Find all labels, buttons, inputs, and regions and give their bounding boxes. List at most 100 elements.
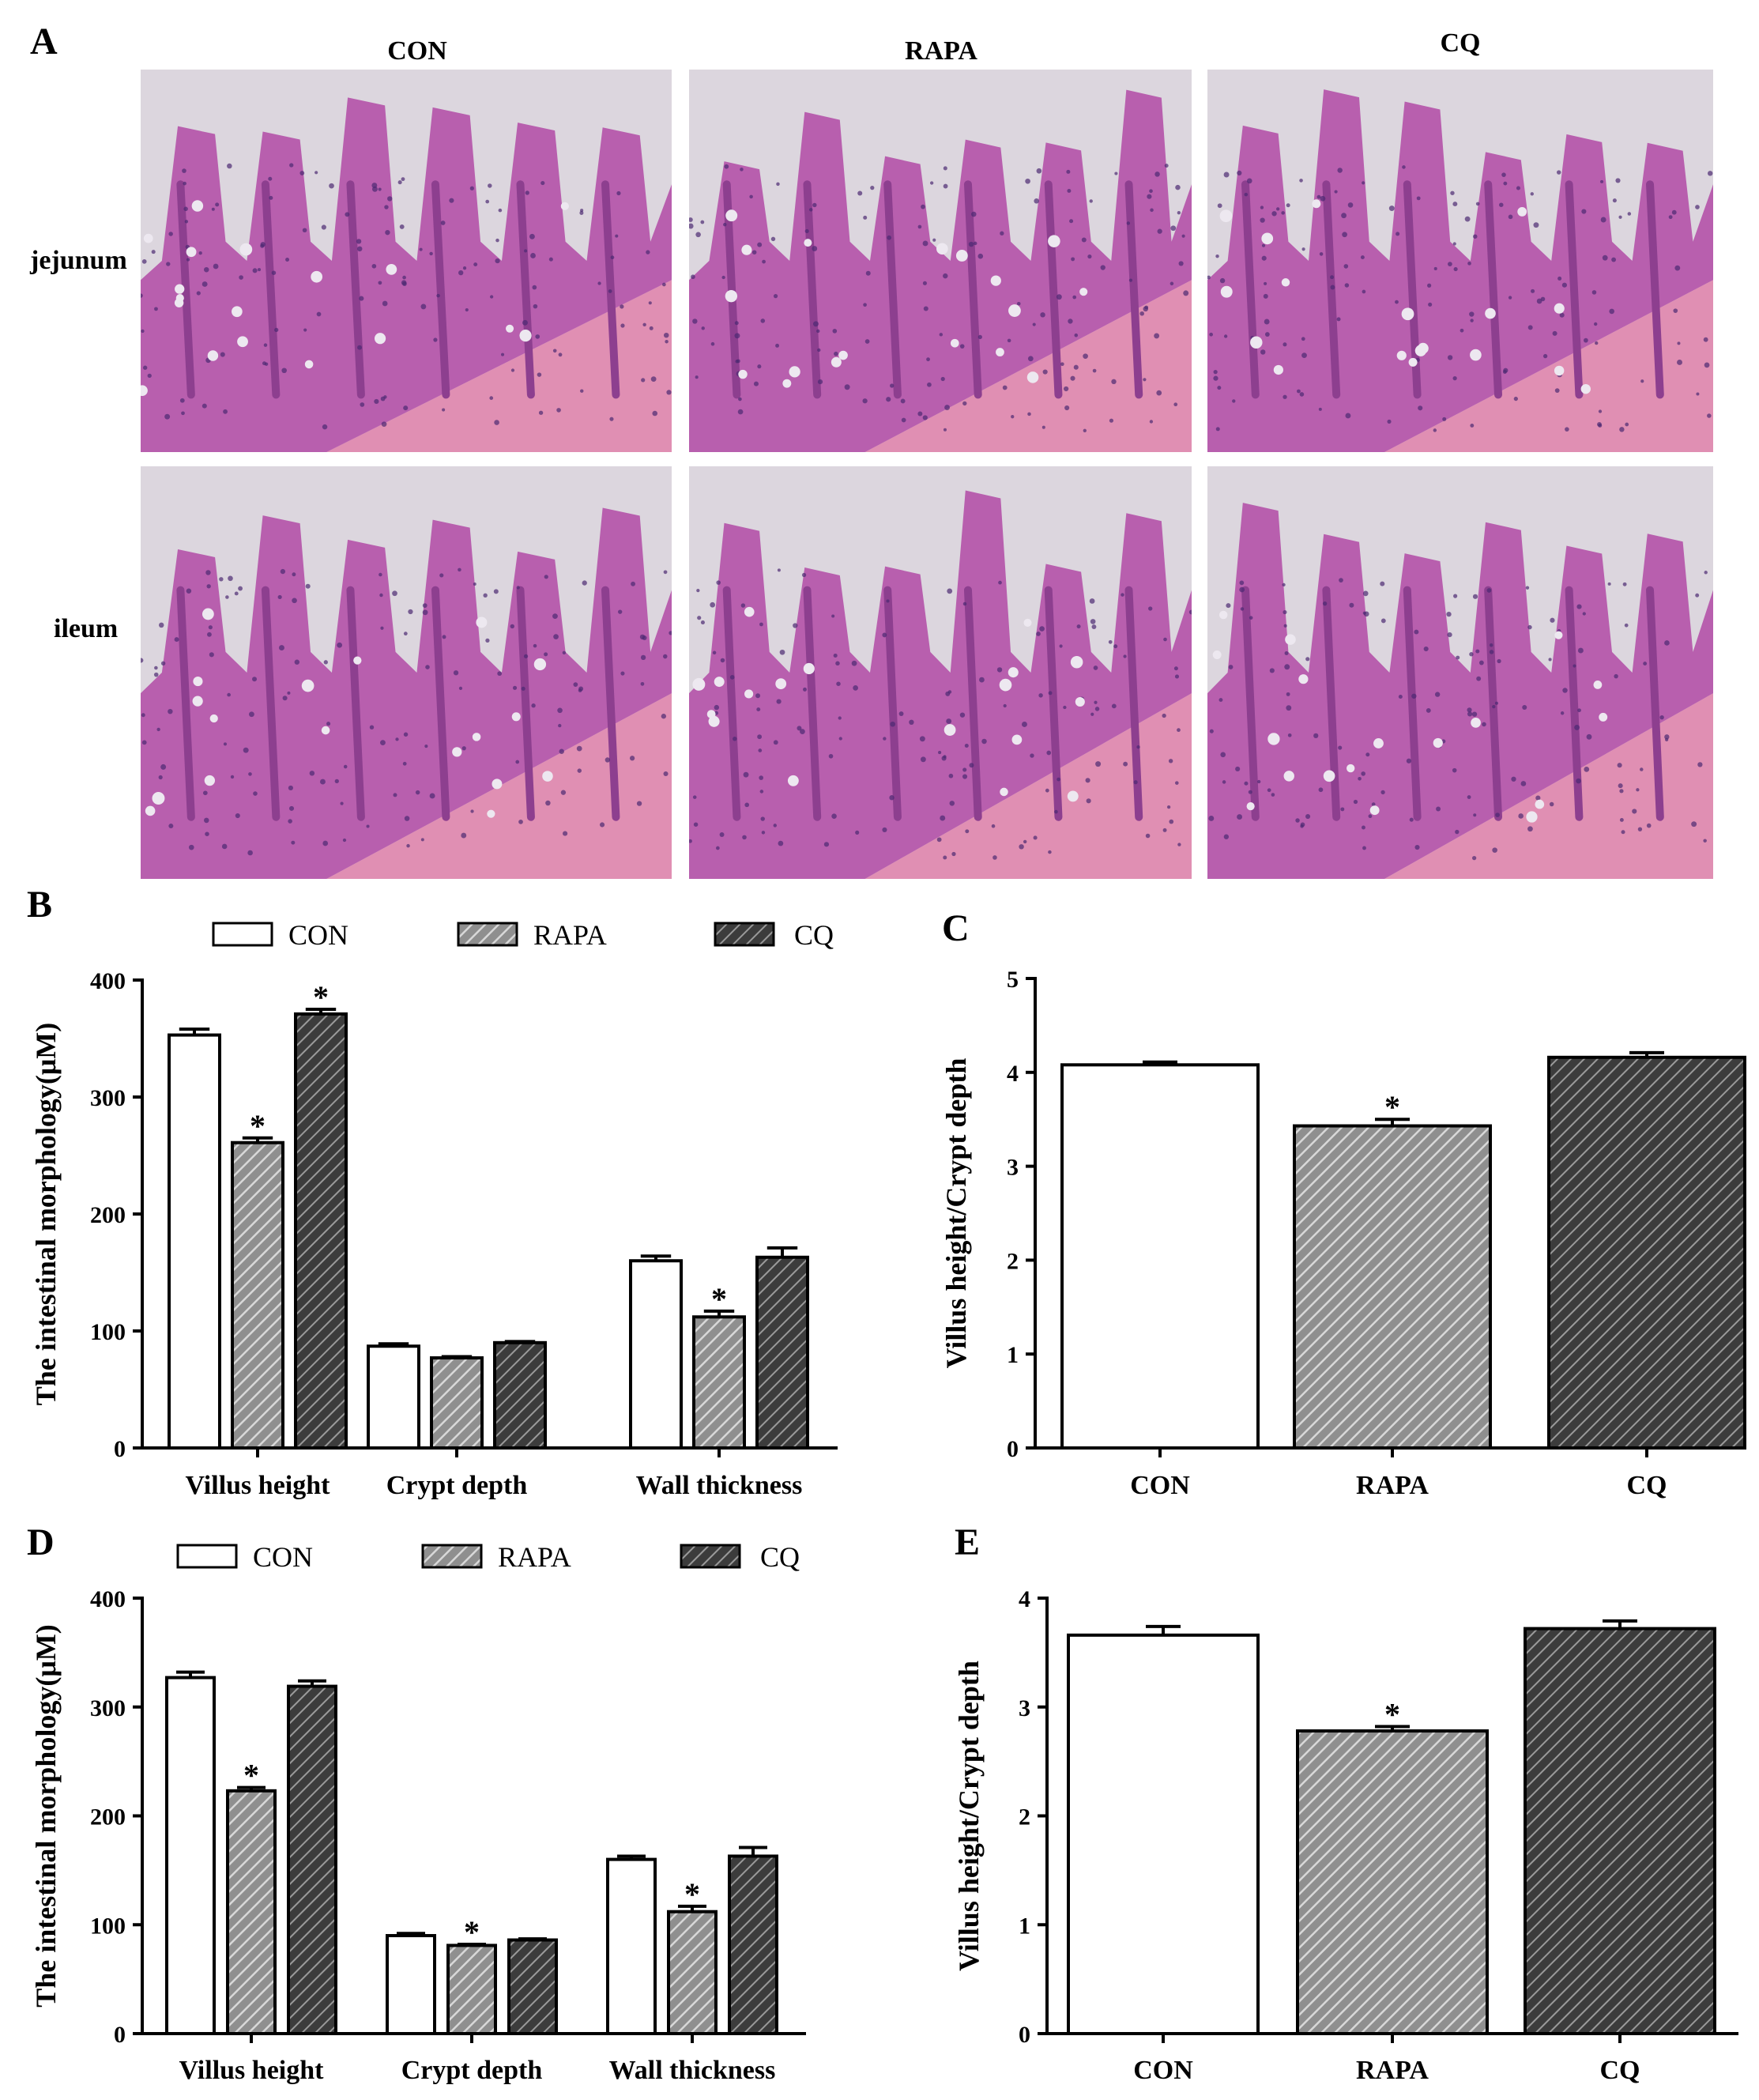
x-tick-label: RAPA [1356, 2056, 1429, 2085]
significance-star: * [711, 1281, 727, 1317]
bar [446, 1944, 497, 2036]
bar [667, 1910, 718, 2035]
chart-b: 0 100 200 300 400 The intestinal morphology(μ… [30, 968, 838, 1500]
y-tick-label: 100 [90, 1319, 126, 1345]
significance-star: * [464, 1914, 480, 1950]
micrograph-jejunum-con [141, 70, 672, 452]
y-tick-label: 3 [1007, 1155, 1019, 1181]
bar [287, 1684, 337, 2035]
legend-label-rapa: RAPA [498, 1541, 571, 1573]
micrograph-ileum-con [141, 466, 672, 879]
y-axis-label: Villus height/Crypt depth [940, 1058, 972, 1369]
bar [231, 1140, 284, 1450]
legend-label-con: CON [253, 1541, 313, 1573]
y-tick-label: 0 [114, 2022, 126, 2048]
legend-swatch-cq [680, 1544, 741, 1569]
x-tick-label: CQ [1627, 1471, 1667, 1500]
legend-d: CON RAPA CQ [176, 1541, 800, 1573]
bar [1296, 1729, 1489, 2035]
row-label-ileum: ileum [54, 614, 118, 643]
y-tick-label: 2 [1019, 1804, 1030, 1830]
bar [386, 1934, 436, 2035]
micrograph-ileum-rapa [689, 466, 1192, 879]
legend-swatch-cq [714, 922, 775, 947]
x-tick-label: Villus height [179, 2056, 325, 2085]
x-tick-label: Crypt depth [401, 2056, 543, 2085]
significance-star: * [243, 1758, 259, 1793]
chart-d: 0 100 200 300 400 The intestinal morphology(μ… [30, 1586, 806, 2085]
panel-letter-b: B [27, 884, 52, 926]
x-tick-label: Wall thickness [609, 2056, 776, 2085]
legend-b: CON RAPA CQ [212, 919, 834, 951]
bar [226, 1789, 277, 2035]
x-tick-label: RAPA [1356, 1471, 1429, 1500]
y-tick-label: 5 [1007, 967, 1019, 993]
y-axis-label: The intestinal morphology(μM) [30, 1023, 62, 1405]
y-tick-label: 400 [90, 1586, 126, 1612]
panel-letter-c: C [942, 907, 970, 949]
micrograph-panel: A CON RAPA CQ jejunum ileum [29, 21, 1713, 879]
legend-label-con: CON [288, 919, 348, 951]
micrograph-ileum-cq [1207, 466, 1713, 879]
y-tick-label: 0 [1019, 2022, 1030, 2048]
significance-star: * [684, 1876, 700, 1912]
y-tick-label: 2 [1007, 1248, 1019, 1274]
legend-swatch-rapa [421, 1544, 483, 1569]
significance-star: * [250, 1108, 266, 1144]
bar [294, 1012, 348, 1450]
y-tick-label: 3 [1019, 1695, 1030, 1721]
bar [507, 1938, 558, 2035]
legend-swatch-con [176, 1544, 238, 1569]
row-label-jejunum: jejunum [29, 246, 127, 275]
y-tick-label: 300 [90, 1695, 126, 1721]
legend-swatch-con [212, 922, 273, 947]
y-tick-label: 4 [1019, 1586, 1030, 1612]
panel-letter-e: E [955, 1521, 980, 1563]
bar [165, 1676, 216, 2036]
column-label-rapa: RAPA [905, 36, 977, 66]
bar [493, 1340, 547, 1450]
panel-letter-a: A [30, 21, 58, 62]
bar [168, 1033, 221, 1450]
y-tick-label: 400 [90, 968, 126, 994]
y-tick-label: 0 [114, 1436, 126, 1462]
bar [367, 1344, 420, 1450]
y-tick-label: 300 [90, 1085, 126, 1111]
micrograph-jejunum-rapa [689, 70, 1192, 452]
bar [692, 1315, 746, 1450]
x-tick-label: Villus height [186, 1471, 331, 1500]
bar [755, 1255, 809, 1450]
legend-label-rapa: RAPA [533, 919, 607, 951]
bar [1060, 1063, 1260, 1450]
legend-swatch-rapa [457, 922, 518, 947]
significance-star: * [1384, 1697, 1400, 1732]
bar [430, 1356, 484, 1450]
micrograph-jejunum-cq [1207, 70, 1713, 452]
column-label-con: CON [387, 36, 447, 66]
significance-star: * [1384, 1089, 1400, 1125]
column-label-cq: CQ [1441, 28, 1481, 58]
bar [1524, 1627, 1716, 2036]
y-tick-label: 4 [1007, 1061, 1019, 1087]
bar [629, 1259, 683, 1450]
x-tick-label: Crypt depth [386, 1471, 528, 1500]
legend-label-cq: CQ [760, 1541, 800, 1573]
y-tick-label: 200 [90, 1804, 126, 1830]
y-tick-label: 1 [1019, 1913, 1030, 1939]
bar [1293, 1124, 1492, 1450]
x-tick-label: CON [1130, 1471, 1190, 1500]
bar [1547, 1055, 1746, 1450]
y-axis-label: The intestinal morphology(μM) [30, 1624, 62, 2007]
x-tick-label: CQ [1600, 2056, 1640, 2085]
significance-star: * [313, 979, 329, 1015]
chart-e: 0 1 2 3 4 Villus height/Crypt depth CON RAPA CQ * [953, 1586, 1738, 2085]
x-tick-label: Wall thickness [636, 1471, 803, 1500]
bar [606, 1857, 657, 2036]
bar [1067, 1633, 1260, 2035]
chart-c: 0 1 2 3 4 5 Villus height/Crypt depth CON RAPA CQ… [940, 967, 1746, 1500]
bar [728, 1854, 778, 2036]
legend-label-cq: CQ [794, 919, 834, 951]
y-tick-label: 100 [90, 1913, 126, 1939]
y-tick-label: 1 [1007, 1342, 1019, 1368]
